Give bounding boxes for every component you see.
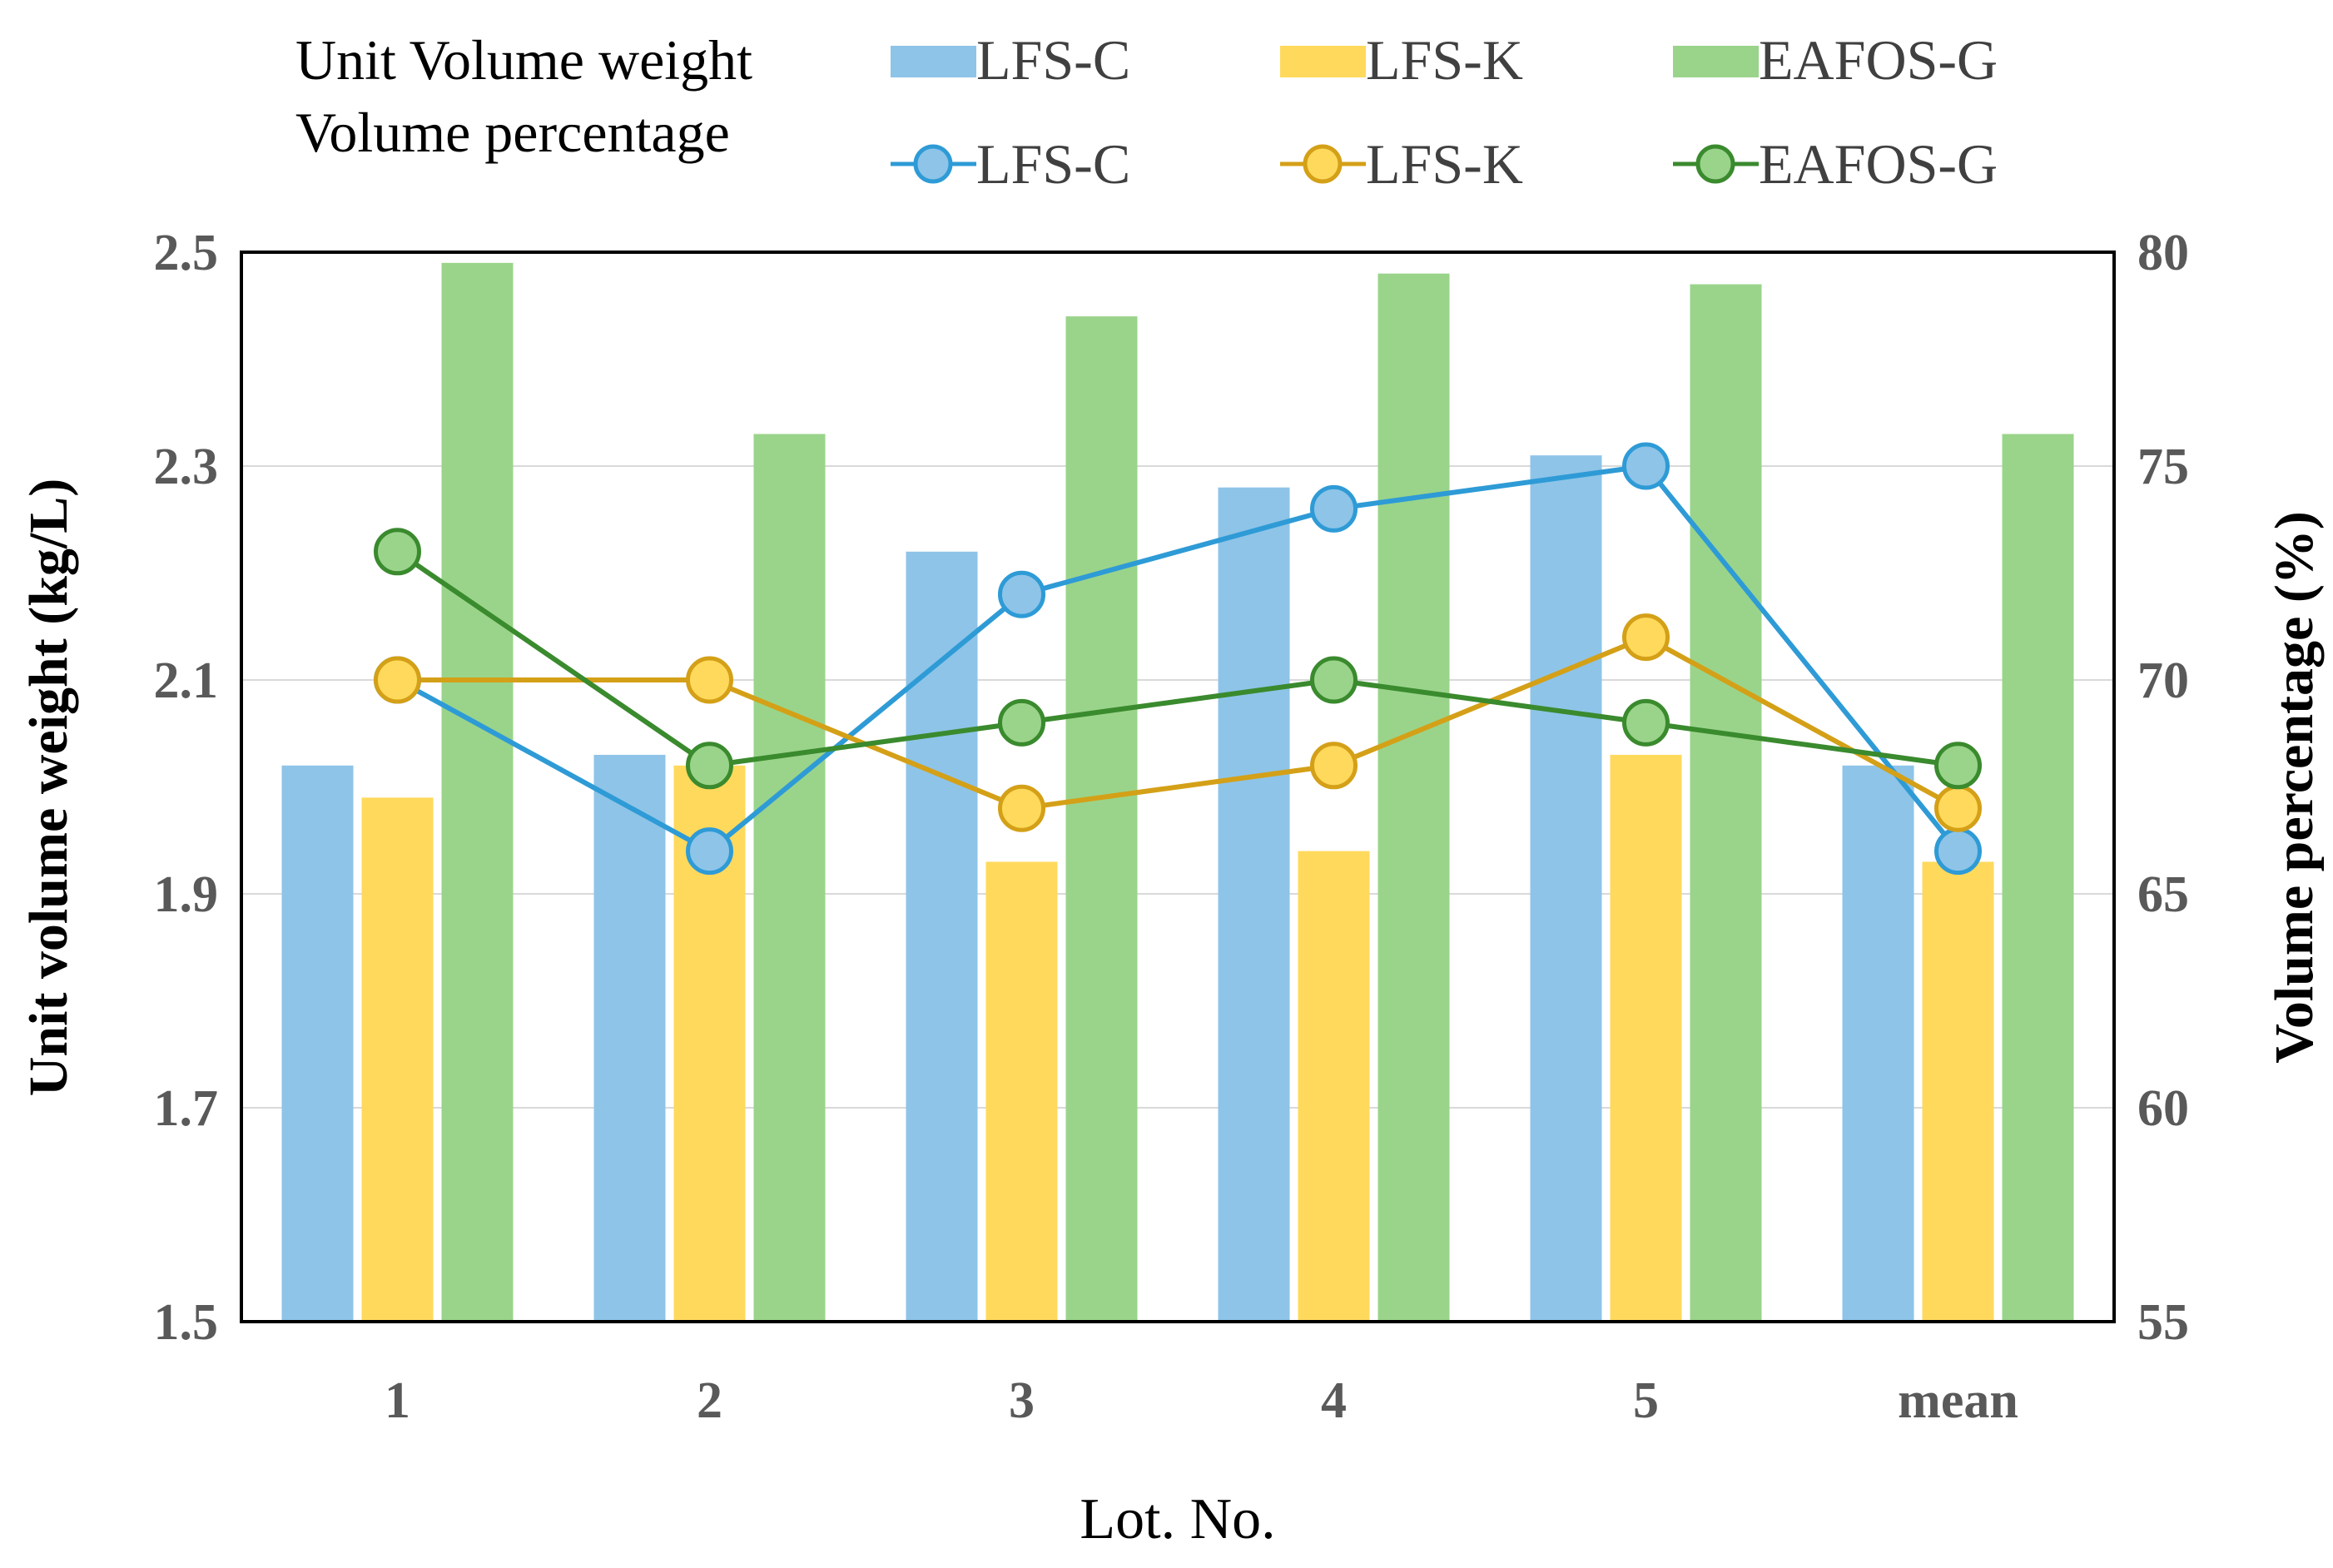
y2-tick-label: 65 [2137,866,2189,923]
line-eafos-g [395,549,1958,768]
bar-lfs-c-3 [906,551,978,1322]
line-lfs-k [397,634,1959,811]
y-axis-ticks: 1.5 1.7 1.9 2.1 2.3 2.5 [154,225,219,1351]
legend-bar-heading: Unit Volume weight [295,28,752,92]
y-axis-title: Unit volume weight (kg/L) [18,479,79,1097]
point-eafos-g-mean [1934,742,1982,790]
line-lfs-c [396,463,1960,855]
bars [281,262,2074,1322]
x-axis-ticks: 1 2 3 4 5 mean [385,1372,2018,1429]
bar-lfs-c-5 [1530,455,1602,1322]
legend-items: LFS-C LFS-K EAFOS-G LFS-C LFS-K EAFOS-G [891,28,1998,196]
y-tick-label: 2.5 [154,225,219,281]
y-tick-label: 1.7 [154,1080,219,1137]
bar-lfs-k-3 [985,861,1058,1322]
point-lfs-c-4 [1310,484,1358,533]
legend-line-heading: Volume percentage [295,101,730,164]
point-lfs-k-3 [998,784,1045,832]
bar-lfs-k-1 [361,797,434,1322]
legend-swatch-bar-eafos-g [1673,46,1759,77]
plot-border [240,251,2116,1323]
legend: Unit Volume weight Volume percentage LFS… [295,28,1998,196]
bar-eafos-g-2 [753,434,826,1322]
legend-label-bar-eafos-g: EAFOS-G [1759,28,1998,92]
bar-lfs-c-mean [1842,765,1914,1322]
point-lfs-k-4 [1310,742,1358,790]
point-lfs-c-2 [686,827,733,876]
bar-eafos-g-1 [441,262,514,1322]
point-lfs-k-1 [374,656,421,704]
point-lfs-c-mean [1934,827,1982,876]
bar-lfs-k-4 [1298,851,1370,1322]
x-axis-title: Lot. No. [1080,1487,1275,1551]
y2-tick-label: 75 [2137,439,2189,495]
point-eafos-g-1 [374,528,421,576]
bar-eafos-g-5 [1690,284,1762,1322]
legend-swatch-bar-lfs-c [891,46,976,77]
legend-label-bar-lfs-c: LFS-C [976,28,1130,92]
legend-label-line-lfs-k: LFS-K [1366,132,1523,196]
point-lfs-k-5 [1622,613,1670,662]
bar-lfs-c-2 [593,754,666,1322]
point-lfs-c-3 [998,570,1045,618]
point-lfs-k-2 [686,656,733,704]
bar-eafos-g-4 [1377,273,1450,1322]
point-eafos-g-4 [1310,656,1358,704]
legend-swatch-bar-lfs-k [1280,46,1366,77]
legend-marker-eafos-g [1695,144,1735,184]
legend-marker-lfs-c [913,144,953,184]
legend-marker-lfs-k [1303,144,1343,184]
x-tick-label: 1 [385,1372,410,1429]
x-tick-label: mean [1898,1372,2018,1429]
bar-lfs-c-1 [281,765,354,1322]
legend-label-line-lfs-c: LFS-C [976,132,1130,196]
point-eafos-g-2 [686,742,733,790]
x-tick-label: 4 [1321,1372,1347,1429]
x-tick-label: 5 [1633,1372,1659,1429]
bar-eafos-g-3 [1065,316,1138,1322]
y2-tick-label: 70 [2137,653,2189,709]
x-tick-label: 2 [697,1372,722,1429]
y2-tick-label: 60 [2137,1080,2189,1137]
bar-lfs-c-4 [1218,487,1290,1322]
y-tick-label: 2.3 [154,439,219,495]
y2-tick-label: 55 [2137,1294,2189,1351]
legend-label-line-eafos-g: EAFOS-G [1759,132,1998,196]
y-tick-label: 1.5 [154,1294,219,1351]
point-eafos-g-3 [998,698,1045,747]
y2-axis-title: Volume percentage (%) [2264,511,2325,1064]
y2-tick-label: 80 [2137,225,2189,281]
lines [374,442,1982,876]
point-lfs-k-mean [1934,784,1982,832]
bar-lfs-k-mean [1922,861,1994,1322]
y-tick-label: 1.9 [154,866,219,923]
x-tick-label: 3 [1009,1372,1035,1429]
y-tick-label: 2.1 [154,653,219,709]
point-eafos-g-5 [1622,698,1670,747]
y2-axis-ticks: 55 60 65 70 75 80 [2137,225,2189,1351]
legend-label-bar-lfs-k: LFS-K [1366,28,1523,92]
bar-eafos-g-mean [2002,434,2074,1322]
point-lfs-c-5 [1622,442,1670,490]
bar-lfs-k-5 [1610,754,1682,1322]
